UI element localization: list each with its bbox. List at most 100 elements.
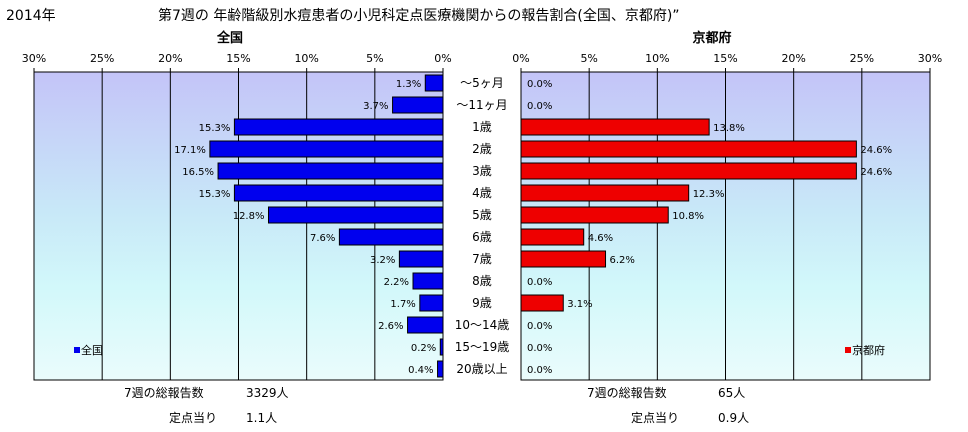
kyoto-data-label: 0.0% xyxy=(527,365,552,376)
category-label: 7歳 xyxy=(472,252,492,266)
national-data-label: 3.7% xyxy=(363,101,388,112)
national-data-label: 12.8% xyxy=(233,211,265,222)
category-label: 10～14歳 xyxy=(455,318,510,332)
kyoto-bar xyxy=(520,140,857,158)
kyoto-data-label: 6.2% xyxy=(610,255,635,266)
national-tick-label: 30% xyxy=(22,52,46,65)
national-data-label: 2.2% xyxy=(384,277,409,288)
kyoto-tick-label: 0% xyxy=(512,52,529,65)
kyoto-legend: 京都府 xyxy=(845,343,885,357)
national-plot: 0% 5% 10% 15% 20% 25% 30% 1.3% 3.7% 15.3% 17.1% 16.… xyxy=(22,52,452,381)
kyoto-per-label: 定点当り xyxy=(631,410,679,425)
panel-title-kyoto: 京都府 xyxy=(692,30,731,46)
kyoto-data-label: 24.6% xyxy=(860,167,892,178)
category-label: 6歳 xyxy=(472,230,492,244)
national-bar xyxy=(233,118,444,136)
national-bar xyxy=(338,228,444,246)
kyoto-data-label: 24.6% xyxy=(860,145,892,156)
national-per-value: 1.1人 xyxy=(246,411,277,425)
kyoto-bar xyxy=(520,228,585,246)
national-total-value: 3329人 xyxy=(246,386,289,400)
kyoto-data-label: 0.0% xyxy=(527,79,552,90)
national-tick-label: 5% xyxy=(366,52,383,65)
category-label: ～11ヶ月 xyxy=(456,98,507,112)
national-data-label: 7.6% xyxy=(310,233,335,244)
national-tick-label: 25% xyxy=(90,52,114,65)
national-legend-swatch xyxy=(74,347,80,353)
national-tick-label: 0% xyxy=(434,52,451,65)
kyoto-data-label: 13.8% xyxy=(713,123,745,134)
category-label: 3歳 xyxy=(472,164,492,178)
kyoto-tick-label: 5% xyxy=(580,52,597,65)
kyoto-data-label: 10.8% xyxy=(672,211,704,222)
national-bar xyxy=(412,272,444,290)
kyoto-bar xyxy=(520,250,607,268)
national-legend: 全国 xyxy=(74,343,103,357)
chart-title: 第7週の 年齢階級別水痘患者の小児科定点医療機関からの報告割合(全国、京都府)” xyxy=(158,7,680,24)
national-data-label: 0.4% xyxy=(408,365,433,376)
kyoto-total-label: 7週の総報告数 xyxy=(587,385,667,400)
national-bar xyxy=(233,184,444,202)
national-bar xyxy=(392,96,444,114)
category-label: ～5ヶ月 xyxy=(460,76,504,90)
national-per-label: 定点当り xyxy=(169,410,217,425)
category-label: 4歳 xyxy=(472,186,492,200)
kyoto-legend-swatch xyxy=(845,347,851,353)
kyoto-data-label: 0.0% xyxy=(527,101,552,112)
national-bar xyxy=(267,206,444,224)
national-bar xyxy=(437,360,444,378)
category-label: 5歳 xyxy=(472,208,492,222)
kyoto-data-label: 4.6% xyxy=(588,233,613,244)
national-data-label: 3.2% xyxy=(370,255,395,266)
national-total-label: 7週の総報告数 xyxy=(124,385,204,400)
kyoto-total-value: 65人 xyxy=(718,386,745,400)
kyoto-per-value: 0.9人 xyxy=(718,411,749,425)
kyoto-bar xyxy=(520,206,669,224)
kyoto-data-label: 0.0% xyxy=(527,321,552,332)
national-bar xyxy=(217,162,444,180)
kyoto-bar xyxy=(520,184,690,202)
category-label: 1歳 xyxy=(472,120,492,134)
national-data-label: 1.7% xyxy=(390,299,415,310)
national-tick-label: 10% xyxy=(294,52,318,65)
national-bar xyxy=(398,250,444,268)
kyoto-tick-label: 20% xyxy=(781,52,805,65)
national-bar xyxy=(209,140,444,158)
national-data-label: 15.3% xyxy=(199,189,231,200)
kyoto-bar xyxy=(520,118,710,136)
national-legend-label: 全国 xyxy=(81,343,103,357)
kyoto-data-label: 3.1% xyxy=(567,299,592,310)
panel-title-national: 全国 xyxy=(216,30,243,46)
category-label: 2歳 xyxy=(472,142,492,156)
national-data-label: 2.6% xyxy=(378,321,403,332)
kyoto-data-label: 0.0% xyxy=(527,343,552,354)
national-data-label: 16.5% xyxy=(182,167,214,178)
national-bar xyxy=(407,316,444,334)
national-bar xyxy=(419,294,444,312)
national-data-label: 17.1% xyxy=(174,145,206,156)
kyoto-bar xyxy=(520,294,564,312)
kyoto-tick-label: 10% xyxy=(645,52,669,65)
national-footer: 7週の総報告数 3329人 定点当り 1.1人 xyxy=(124,385,289,425)
category-label: 20歳以上 xyxy=(456,362,507,376)
chart-year: 2014年 xyxy=(6,8,56,24)
category-label: 15～19歳 xyxy=(455,340,510,354)
national-tick-label: 20% xyxy=(158,52,182,65)
kyoto-footer: 7週の総報告数 65人 定点当り 0.9人 xyxy=(587,385,749,425)
kyoto-tick-label: 25% xyxy=(850,52,874,65)
category-label: 9歳 xyxy=(472,296,492,310)
kyoto-plot: 0% 5% 10% 15% 20% 25% 30% 0.0% 0.0% 13.8% 24.6% 24.… xyxy=(512,52,942,381)
kyoto-data-label: 12.3% xyxy=(693,189,725,200)
kyoto-data-label: 0.0% xyxy=(527,277,552,288)
national-bar xyxy=(439,338,444,356)
kyoto-tick-label: 15% xyxy=(713,52,737,65)
national-data-label: 1.3% xyxy=(396,79,421,90)
national-data-label: 15.3% xyxy=(199,123,231,134)
kyoto-legend-label: 京都府 xyxy=(852,343,885,357)
national-data-label: 0.2% xyxy=(411,343,436,354)
national-tick-label: 15% xyxy=(226,52,250,65)
kyoto-bar xyxy=(520,162,857,180)
age-category-labels: ～5ヶ月 ～11ヶ月 1歳 2歳 3歳 4歳 5歳 6歳 7歳 8歳 9歳 10～14歳 15～19歳 2… xyxy=(455,76,510,376)
